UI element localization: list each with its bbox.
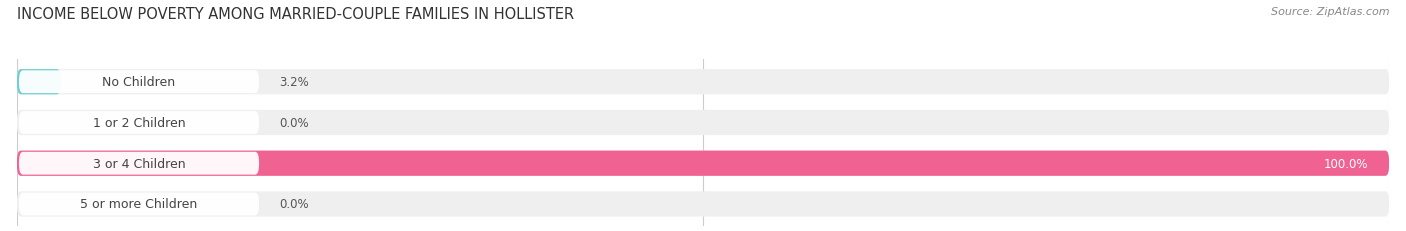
FancyBboxPatch shape [17, 70, 1389, 95]
Text: 5 or more Children: 5 or more Children [80, 198, 198, 210]
FancyBboxPatch shape [18, 193, 259, 216]
FancyBboxPatch shape [18, 112, 259, 134]
Text: 1 or 2 Children: 1 or 2 Children [93, 116, 186, 129]
Text: 0.0%: 0.0% [280, 198, 309, 210]
Text: 100.0%: 100.0% [1324, 157, 1368, 170]
Text: 3.2%: 3.2% [280, 76, 309, 89]
Text: INCOME BELOW POVERTY AMONG MARRIED-COUPLE FAMILIES IN HOLLISTER: INCOME BELOW POVERTY AMONG MARRIED-COUPL… [17, 7, 574, 22]
Text: No Children: No Children [103, 76, 176, 89]
FancyBboxPatch shape [18, 71, 259, 94]
Text: Source: ZipAtlas.com: Source: ZipAtlas.com [1271, 7, 1389, 17]
Text: 0.0%: 0.0% [280, 116, 309, 129]
FancyBboxPatch shape [17, 151, 1389, 176]
FancyBboxPatch shape [17, 70, 60, 95]
FancyBboxPatch shape [17, 151, 1389, 176]
Text: 3 or 4 Children: 3 or 4 Children [93, 157, 186, 170]
FancyBboxPatch shape [17, 110, 1389, 136]
FancyBboxPatch shape [18, 152, 259, 175]
FancyBboxPatch shape [17, 191, 1389, 217]
